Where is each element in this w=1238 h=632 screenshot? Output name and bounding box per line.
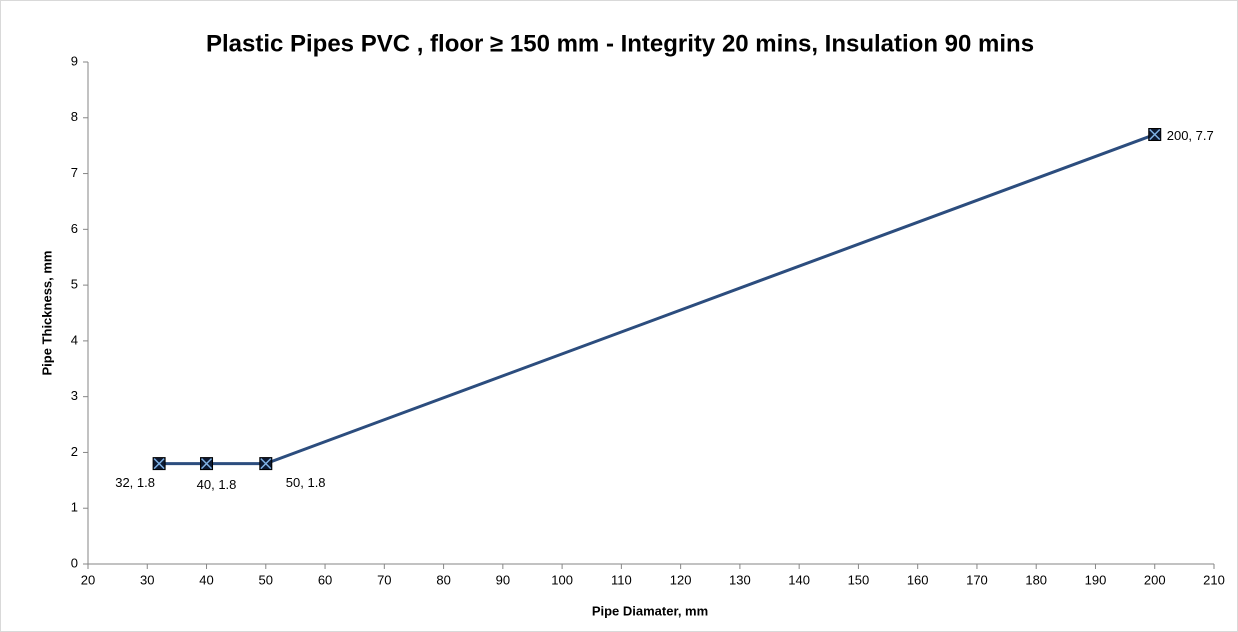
data-point bbox=[259, 457, 273, 471]
y-tick-label: 0 bbox=[71, 555, 78, 570]
marker-part bbox=[260, 458, 272, 470]
x-tick-label: 50 bbox=[259, 572, 273, 587]
data-line bbox=[159, 133, 1156, 466]
y-axis-label: Pipe Thickness, mm bbox=[39, 251, 54, 376]
x-tick-label: 180 bbox=[1025, 572, 1047, 587]
data-label: 40, 1.8 bbox=[197, 477, 237, 492]
y-tick-label: 2 bbox=[71, 444, 78, 459]
x-tick-label: 200 bbox=[1144, 572, 1166, 587]
y-tick-label: 9 bbox=[71, 53, 78, 68]
y-tick-label: 7 bbox=[71, 165, 78, 180]
x-tick-label: 20 bbox=[81, 572, 95, 587]
data-point bbox=[200, 457, 214, 471]
x-tick-label: 40 bbox=[199, 572, 213, 587]
x-tick-label: 140 bbox=[788, 572, 810, 587]
data-label: 200, 7.7 bbox=[1167, 128, 1214, 143]
y-tick-label: 8 bbox=[71, 109, 78, 124]
x-tick-label: 70 bbox=[377, 572, 391, 587]
x-tick-label: 90 bbox=[496, 572, 510, 587]
x-tick-label: 170 bbox=[966, 572, 988, 587]
data-label: 50, 1.8 bbox=[286, 475, 326, 490]
x-axis-label: Pipe Diamater, mm bbox=[592, 603, 708, 618]
x-tick-label: 60 bbox=[318, 572, 332, 587]
marker-part bbox=[153, 458, 165, 470]
x-tick-label: 130 bbox=[729, 572, 751, 587]
x-tick-label: 30 bbox=[140, 572, 154, 587]
data-point bbox=[152, 457, 166, 471]
data-point bbox=[1148, 128, 1162, 142]
x-tick-label: 190 bbox=[1085, 572, 1107, 587]
y-tick-label: 5 bbox=[71, 277, 78, 292]
marker-part bbox=[1149, 128, 1161, 141]
chart-title: Plastic Pipes PVC , floor ≥ 150 mm - Int… bbox=[206, 30, 1034, 57]
x-tick-label: 160 bbox=[907, 572, 929, 587]
x-tick-label: 100 bbox=[551, 572, 573, 587]
y-tick-label: 4 bbox=[71, 332, 78, 347]
y-tick-label: 6 bbox=[71, 221, 78, 236]
x-tick-label: 110 bbox=[611, 572, 632, 587]
x-tick-label: 80 bbox=[436, 572, 450, 587]
data-label: 32, 1.8 bbox=[115, 475, 155, 490]
y-tick-label: 1 bbox=[71, 500, 78, 515]
x-tick-label: 150 bbox=[848, 572, 870, 587]
y-tick-label: 3 bbox=[71, 388, 78, 403]
marker-part bbox=[200, 458, 213, 470]
x-tick-label: 210 bbox=[1203, 572, 1225, 587]
x-tick-label: 120 bbox=[670, 572, 692, 587]
